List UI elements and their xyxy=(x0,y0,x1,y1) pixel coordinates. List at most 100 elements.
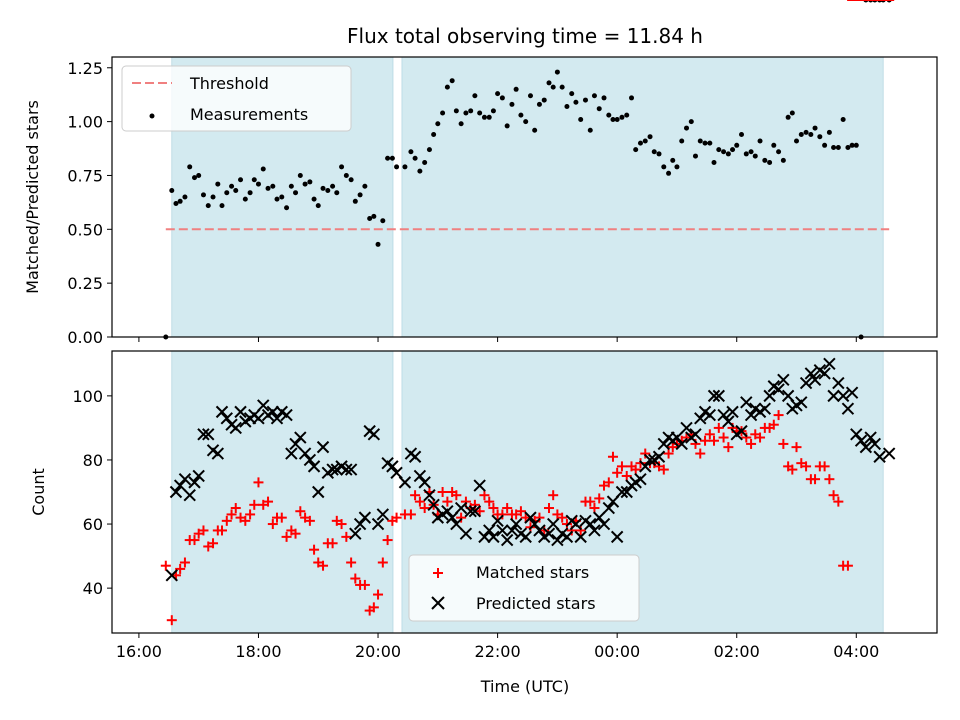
matched-star-point xyxy=(773,410,784,421)
x-tick-label: 20:00 xyxy=(355,642,401,661)
predicted-star-point xyxy=(689,428,702,441)
predicted-star-point xyxy=(496,524,509,537)
measurement-point xyxy=(509,101,515,107)
x-b xyxy=(854,434,868,447)
bottom-axes-frame xyxy=(111,350,938,634)
predicted-star-point xyxy=(289,437,302,451)
matched-star-point xyxy=(230,503,241,514)
matched-star-point xyxy=(616,461,627,472)
predicted-star-point xyxy=(376,508,390,521)
x-b xyxy=(285,447,298,460)
x-b xyxy=(634,472,647,486)
measurement-point xyxy=(554,69,560,75)
measurement-point xyxy=(187,164,193,170)
x-b xyxy=(620,485,633,499)
x-b xyxy=(795,396,808,409)
matched-star-point xyxy=(350,573,361,584)
matched-star-point xyxy=(502,503,513,514)
x-b xyxy=(358,511,372,524)
x-b xyxy=(478,530,491,544)
matched-star-point xyxy=(309,544,320,555)
legend-measurements-label: Measurements xyxy=(190,105,308,124)
measurement-point xyxy=(780,157,786,163)
measurement-point xyxy=(771,142,777,148)
measurement-point xyxy=(721,149,727,155)
measurement-point xyxy=(495,91,501,97)
x-b xyxy=(639,460,652,473)
measurement-point xyxy=(798,132,804,138)
measurement-point xyxy=(182,194,188,200)
x-b xyxy=(206,444,220,457)
predicted-star-point xyxy=(735,424,748,438)
x-b xyxy=(602,501,616,515)
x-b xyxy=(353,517,367,531)
x-b xyxy=(257,399,270,412)
predicted-star-point xyxy=(546,517,560,531)
measurement-point xyxy=(591,93,597,99)
x-b xyxy=(675,437,688,451)
measurement-point xyxy=(440,110,446,116)
measurement-point xyxy=(375,241,381,247)
measurement-point xyxy=(582,97,588,103)
x-b xyxy=(703,408,717,422)
predicted-star-point xyxy=(197,428,210,441)
x-b xyxy=(423,488,436,502)
matched-star-point xyxy=(801,461,812,472)
measurement-point xyxy=(330,183,336,189)
predicted-star-point xyxy=(827,389,840,403)
measurement-point xyxy=(633,147,639,153)
x-b xyxy=(615,485,629,499)
measurement-point xyxy=(776,149,782,155)
predicted-star-point xyxy=(639,460,652,473)
y-tick-label: 0.00 xyxy=(67,328,103,347)
matched-star-point xyxy=(695,448,706,459)
predicted-star-point xyxy=(808,373,822,387)
x-b xyxy=(427,498,440,512)
measurement-point xyxy=(670,157,676,163)
x-b xyxy=(252,412,265,425)
y-tick-label: 40 xyxy=(83,579,103,598)
predicted-star-point xyxy=(569,517,583,531)
measurement-point xyxy=(270,183,276,189)
predicted-star-point xyxy=(285,447,298,460)
x-b xyxy=(464,505,477,518)
predicted-star-point xyxy=(818,367,831,380)
x-b xyxy=(841,402,855,415)
measurement-point xyxy=(251,177,257,183)
x-b xyxy=(376,508,390,521)
measurement-point xyxy=(716,147,722,153)
predicted-star-point xyxy=(560,530,574,544)
predicted-star-point xyxy=(408,450,422,463)
predicted-star-point xyxy=(487,530,500,544)
x-b xyxy=(804,367,818,380)
x-b xyxy=(584,517,597,531)
predicted-star-point xyxy=(680,421,693,435)
x-b xyxy=(413,469,427,483)
x-b xyxy=(740,396,753,409)
measurement-point xyxy=(408,149,414,155)
legend-predicted-swatch xyxy=(431,596,445,610)
measurement-point xyxy=(325,188,331,194)
predicted-star-point xyxy=(280,408,293,422)
measurement-point xyxy=(817,134,823,140)
measurement-point xyxy=(196,172,202,178)
predicted-star-point xyxy=(459,527,473,540)
matched-star-point xyxy=(621,470,632,481)
measurement-point xyxy=(536,101,542,107)
measurement-point xyxy=(637,140,643,146)
x-b xyxy=(528,517,541,531)
x-b xyxy=(197,428,210,441)
measurement-point xyxy=(546,80,552,86)
predicted-star-point xyxy=(215,405,229,419)
measurement-point xyxy=(835,144,841,150)
x-tick-label: 18:00 xyxy=(235,642,281,661)
matched-star-point xyxy=(304,515,315,526)
predicted-star-point xyxy=(491,514,504,528)
x-b xyxy=(487,530,500,544)
x-b xyxy=(280,408,293,422)
matched-star-point xyxy=(290,528,301,539)
measurement-point xyxy=(274,196,280,202)
matched-star-point xyxy=(414,496,425,507)
matched-star-point xyxy=(359,579,370,590)
matched-star-point xyxy=(658,464,669,475)
